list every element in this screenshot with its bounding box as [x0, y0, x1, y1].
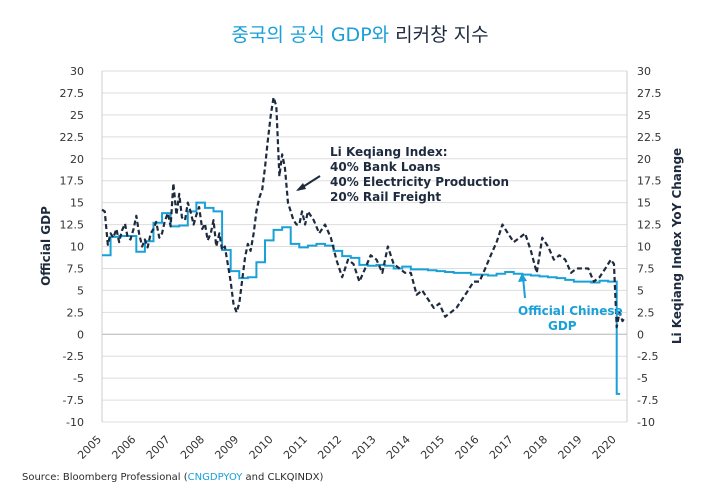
official-gdp-annotation-line: Official Chinese — [518, 304, 623, 318]
y-tick-right: 17.5 — [637, 175, 662, 188]
likeqiang-annotation-line: 40% Electricity Production — [330, 175, 509, 189]
y-tick-right: -10 — [637, 416, 655, 429]
y-axis-title-right: Li Keqiang Index YoY Change — [670, 148, 684, 344]
y-tick-right: 30 — [637, 65, 651, 78]
y-tick-right: -7.5 — [637, 394, 658, 407]
y-tick-left: 20 — [70, 153, 84, 166]
x-tick: 2012 — [315, 433, 344, 462]
source-prefix: Source: Bloomberg Professional ( — [22, 472, 188, 483]
source-code-link[interactable]: CNGDPYOY — [187, 472, 243, 483]
y-tick-left: 30 — [70, 65, 84, 78]
likeqiang-annotation-line: 40% Bank Loans — [330, 160, 441, 174]
left-axis-ticks: 30 27.5 25 22.5 20 17.5 15 12.5 10 7.5 5 2.5 0 -2.5 -5… — [60, 65, 85, 429]
x-tick: 2007 — [144, 433, 173, 462]
x-tick: 2015 — [418, 433, 447, 462]
y-tick-right: 0 — [637, 328, 644, 341]
series-likeqiang-line — [101, 96, 627, 329]
x-axis-ticks: 2005 2006 2007 2008 2009 2010 2011 2012 2013 2014… — [75, 433, 619, 462]
chart-title: 중국의 공식 GDP와 리커창 지수 — [0, 20, 720, 47]
y-tick-left: 12.5 — [60, 219, 85, 232]
x-tick: 2006 — [109, 433, 138, 462]
x-tick: 2011 — [281, 433, 310, 462]
x-tick: 2019 — [556, 433, 585, 462]
y-tick-right: 20 — [637, 153, 651, 166]
x-tick: 2010 — [247, 433, 276, 462]
y-tick-left: 25 — [70, 109, 84, 122]
x-tick: 2008 — [178, 433, 207, 462]
y-tick-left: -10 — [66, 416, 84, 429]
y-tick-right: 15 — [637, 197, 651, 210]
y-tick-right: 5 — [637, 284, 644, 297]
y-axis-title-left: Official GDP — [39, 206, 53, 286]
y-tick-left: 0 — [77, 328, 84, 341]
x-tick: 2018 — [521, 433, 550, 462]
likeqiang-annotation-arrowhead — [296, 183, 306, 191]
y-tick-right: -5 — [637, 372, 648, 385]
official-gdp-annotation-line: GDP — [548, 319, 577, 333]
y-tick-right: 27.5 — [637, 87, 662, 100]
y-tick-right: -2.5 — [637, 350, 658, 363]
y-tick-left: 5 — [77, 284, 84, 297]
y-tick-left: -2.5 — [63, 350, 84, 363]
x-tick: 2013 — [350, 433, 379, 462]
y-tick-right: 2.5 — [637, 306, 655, 319]
x-tick: 2005 — [75, 433, 104, 462]
series-layer — [101, 96, 627, 395]
y-tick-left: 17.5 — [60, 175, 85, 188]
y-tick-left: 15 — [70, 197, 84, 210]
y-tick-right: 7.5 — [637, 262, 655, 275]
likeqiang-annotation-line: 20% Rail Freight — [330, 190, 441, 204]
x-tick: 2017 — [487, 433, 516, 462]
x-tick: 2009 — [212, 433, 241, 462]
y-tick-right: 25 — [637, 109, 651, 122]
likeqiang-annotation-line: Li Keqiang Index: — [330, 145, 448, 159]
grid — [101, 70, 628, 423]
right-axis-ticks: 30 27.5 25 22.5 20 17.5 15 12.5 10 7.5 5 2.5 0 -2.5 -5… — [637, 65, 662, 429]
y-tick-left: 2.5 — [67, 306, 85, 319]
x-tick: 2020 — [590, 433, 619, 462]
series-official-gdp-line — [102, 201, 621, 395]
y-tick-right: 10 — [637, 241, 651, 254]
x-tick: 2014 — [384, 433, 413, 462]
y-tick-left: -7.5 — [63, 394, 84, 407]
source-note: Source: Bloomberg Professional (CNGDPYOY… — [22, 472, 323, 483]
y-tick-left: 10 — [70, 241, 84, 254]
chart-title-part1: 중국의 공식 GDP와 — [231, 24, 390, 46]
y-tick-left: 7.5 — [67, 262, 85, 275]
chart-title-part2: 리커창 지수 — [389, 24, 489, 46]
x-tick: 2016 — [453, 433, 482, 462]
y-tick-right: 12.5 — [637, 219, 662, 232]
y-tick-left: -5 — [73, 372, 84, 385]
y-tick-left: 27.5 — [60, 87, 85, 100]
official-gdp-annotation-arrowhead — [518, 273, 527, 282]
y-tick-right: 22.5 — [637, 131, 662, 144]
source-suffix: and CLKQINDX) — [242, 472, 324, 483]
y-tick-left: 22.5 — [60, 131, 85, 144]
